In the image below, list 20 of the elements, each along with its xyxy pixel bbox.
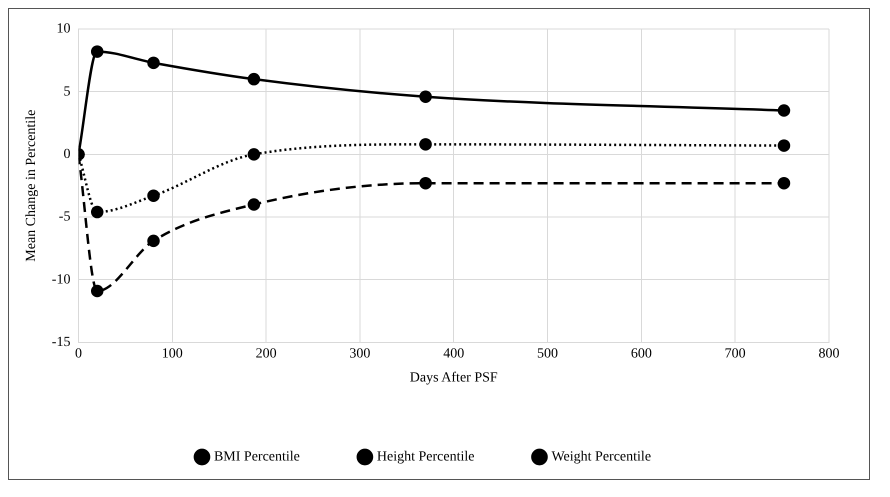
legend-label: BMI Percentile (214, 450, 300, 465)
x-tick-label: 500 (537, 346, 558, 362)
x-tick-label: 600 (630, 346, 652, 362)
y-tick-label: 5 (63, 84, 70, 100)
legend-label: Height Percentile (376, 450, 474, 465)
legend-label: Weight Percentile (551, 450, 652, 465)
x-tick-label: 200 (256, 346, 277, 362)
y-tick-label: 0 (63, 147, 70, 162)
y-tick-label: -5 (58, 210, 70, 225)
y-tick-label: -15 (52, 335, 70, 350)
y-tick-label: -10 (52, 272, 70, 288)
x-tick-label: 100 (162, 346, 183, 362)
y-axis-title: Mean Change in Percentile (24, 110, 40, 262)
x-axis-title: Days After PSF (410, 370, 498, 386)
x-tick-label: 400 (443, 346, 464, 362)
x-tick-label: 300 (349, 346, 370, 362)
x-tick-label: 800 (818, 346, 840, 362)
y-tick-label: 10 (56, 22, 70, 37)
x-tick-label: 700 (724, 346, 746, 362)
x-tick-label: 0 (74, 346, 82, 362)
